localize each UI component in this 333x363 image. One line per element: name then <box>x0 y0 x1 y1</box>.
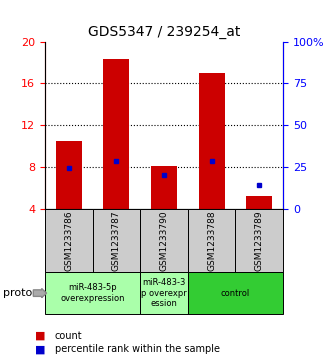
Bar <box>198 73 225 209</box>
Text: ■: ■ <box>35 331 46 341</box>
Text: percentile rank within the sample: percentile rank within the sample <box>55 344 220 354</box>
Text: miR-483-5p
overexpression: miR-483-5p overexpression <box>60 284 125 303</box>
Text: count: count <box>55 331 83 341</box>
Text: protocol: protocol <box>3 288 49 298</box>
Bar <box>246 196 272 209</box>
Text: control: control <box>221 289 250 298</box>
Bar <box>103 60 130 209</box>
Text: miR-483-3
p overexpr
ession: miR-483-3 p overexpr ession <box>141 278 187 308</box>
Text: GSM1233786: GSM1233786 <box>64 210 73 271</box>
Text: GSM1233788: GSM1233788 <box>207 210 216 271</box>
Text: GSM1233790: GSM1233790 <box>160 210 168 271</box>
Text: GSM1233787: GSM1233787 <box>112 210 121 271</box>
Text: ■: ■ <box>35 344 46 354</box>
Title: GDS5347 / 239254_at: GDS5347 / 239254_at <box>88 25 240 39</box>
Bar <box>151 166 177 209</box>
Bar <box>56 141 82 209</box>
Text: GSM1233789: GSM1233789 <box>255 210 264 271</box>
